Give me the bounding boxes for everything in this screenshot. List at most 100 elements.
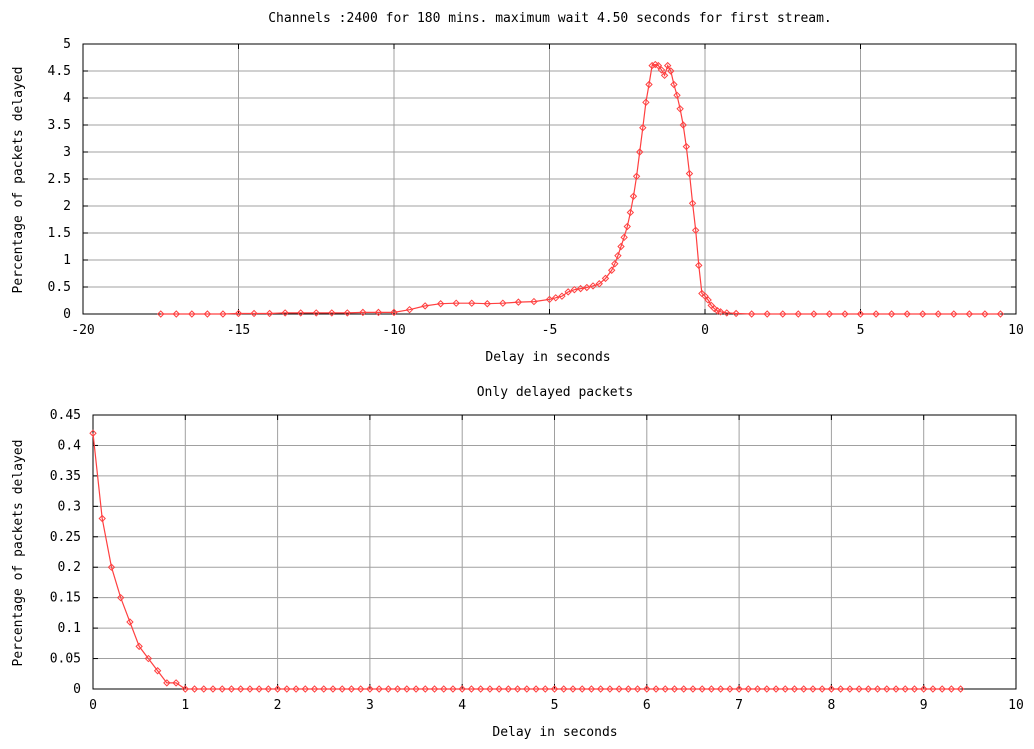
chart2-data-point [633, 685, 642, 693]
chart2-data-point [596, 685, 605, 693]
chart1-data-point [545, 295, 554, 304]
chart2-xlabel: Delay in seconds [492, 725, 617, 740]
chart1-data-point [856, 310, 865, 318]
chart1-data-point [452, 299, 460, 307]
chart1-data-point [219, 310, 227, 318]
chart1-data-point [934, 310, 942, 318]
chart2-data-point [264, 685, 273, 693]
chart2-data-point [800, 685, 808, 693]
chart1-data-point [688, 199, 697, 208]
chart1-data-point [626, 208, 635, 217]
chart2-ytick-label: 0.05 [50, 652, 81, 667]
chart2-data-point [707, 685, 716, 693]
chart2-xtick-label: 1 [181, 698, 189, 713]
chart2-data-point [864, 685, 873, 693]
chart1-data-point [250, 309, 258, 318]
chart2-data-point [726, 685, 734, 693]
chart1-data-point [570, 285, 579, 294]
chart1-data-point [673, 91, 681, 100]
chart2-data-point [523, 685, 531, 693]
chart2-ytick-label: 0.3 [58, 499, 81, 514]
chart2-ytick-label: 0.1 [58, 621, 81, 636]
chart2-data-point [172, 679, 180, 687]
chart2-data-point [209, 685, 217, 693]
chart1-data-point [157, 310, 165, 318]
chart1-xtick-label: -5 [542, 323, 558, 338]
chart1-ytick-label: 0 [63, 307, 71, 322]
chart1-data-point [667, 67, 675, 75]
chart1-data-point [825, 310, 834, 318]
chart1-series-line [160, 63, 1001, 315]
chart2-data-point [790, 685, 799, 693]
chart2-data-point [698, 685, 706, 693]
chart2-data-point [827, 685, 836, 693]
chart2-xtick-label: 8 [827, 698, 835, 713]
chart2-xtick-label: 9 [920, 698, 928, 713]
chart1-data-point [552, 294, 560, 302]
chart2-data-point [467, 685, 476, 693]
chart1-data-point [794, 310, 803, 318]
chart2-data-point [883, 685, 891, 693]
chart2-data-point [606, 685, 614, 693]
chart2-data-point [661, 685, 669, 693]
chart2-data-point [541, 685, 549, 693]
chart1-ytick-label: 5 [63, 37, 71, 52]
chart1-data-point [663, 61, 672, 70]
chart2-data-point [809, 685, 817, 693]
chart1-data-point [390, 308, 398, 317]
chart2-data-point [901, 685, 909, 693]
chart1-data-point [710, 304, 719, 313]
chart1-data-point [611, 260, 619, 268]
chart1-data-point [188, 310, 196, 318]
chart1-data-point [657, 66, 666, 74]
chart1-data-point [623, 222, 631, 231]
chart1-data-point [841, 310, 849, 318]
chart1-data-point [965, 310, 974, 318]
chart2-data-point [107, 563, 116, 571]
chart1-xtick-label: -10 [382, 323, 405, 338]
chart2-data-point [329, 685, 337, 693]
chart2-data-point [356, 685, 365, 693]
chart2-data-point [181, 685, 190, 693]
chart1-data-point [887, 310, 896, 318]
chart1-data-point [514, 298, 523, 306]
chart1-data-point [732, 309, 740, 318]
chart1-data-point [374, 308, 383, 317]
chart2-ylabel: Percentage of packets delayed [11, 440, 26, 667]
chart1-data-point [701, 292, 709, 300]
chart2-data-point [956, 685, 965, 693]
chart2-data-point [910, 685, 919, 693]
chart1-data-point [679, 121, 687, 129]
chart2-ytick-label: 0.35 [50, 469, 81, 484]
chart2-data-point [892, 685, 900, 693]
chart1-data-point [617, 242, 625, 251]
chart2-data-point [947, 685, 956, 693]
chart2-data-point [190, 685, 199, 693]
chart1-data-point [564, 288, 572, 296]
chart2-data-point [716, 685, 725, 693]
chart1-data-point [312, 309, 320, 317]
chart2-data-point [652, 685, 660, 693]
chart2-data-point [301, 685, 309, 693]
chart1-xlabel: Delay in seconds [485, 350, 610, 365]
chart2-data-point [938, 685, 946, 693]
chart2-data-point [310, 685, 319, 693]
chart1-data-point [281, 309, 289, 317]
chart1-xtick-label: -20 [71, 323, 94, 338]
chart1-ylabel: Percentage of packets delayed [11, 67, 26, 294]
chart1-ytick-label: 1 [63, 253, 71, 268]
chart1-data-point [172, 310, 181, 318]
chart1-data-point [405, 305, 414, 314]
chart2-xtick-label: 3 [366, 698, 374, 713]
chart2-xtick-label: 10 [1008, 698, 1024, 713]
chart2-data-point [670, 685, 679, 693]
chart2-xtick-label: 0 [89, 698, 97, 713]
chart1-ytick-label: 3.5 [48, 118, 71, 133]
chart2-data-point [273, 685, 282, 693]
chart1-data-point [614, 251, 622, 260]
chart2-data-point [89, 429, 97, 437]
chart2-data-point [283, 685, 291, 693]
chart2-data-point [246, 685, 254, 693]
chart2-data-point [218, 685, 226, 693]
chart1-data-point [632, 172, 641, 181]
